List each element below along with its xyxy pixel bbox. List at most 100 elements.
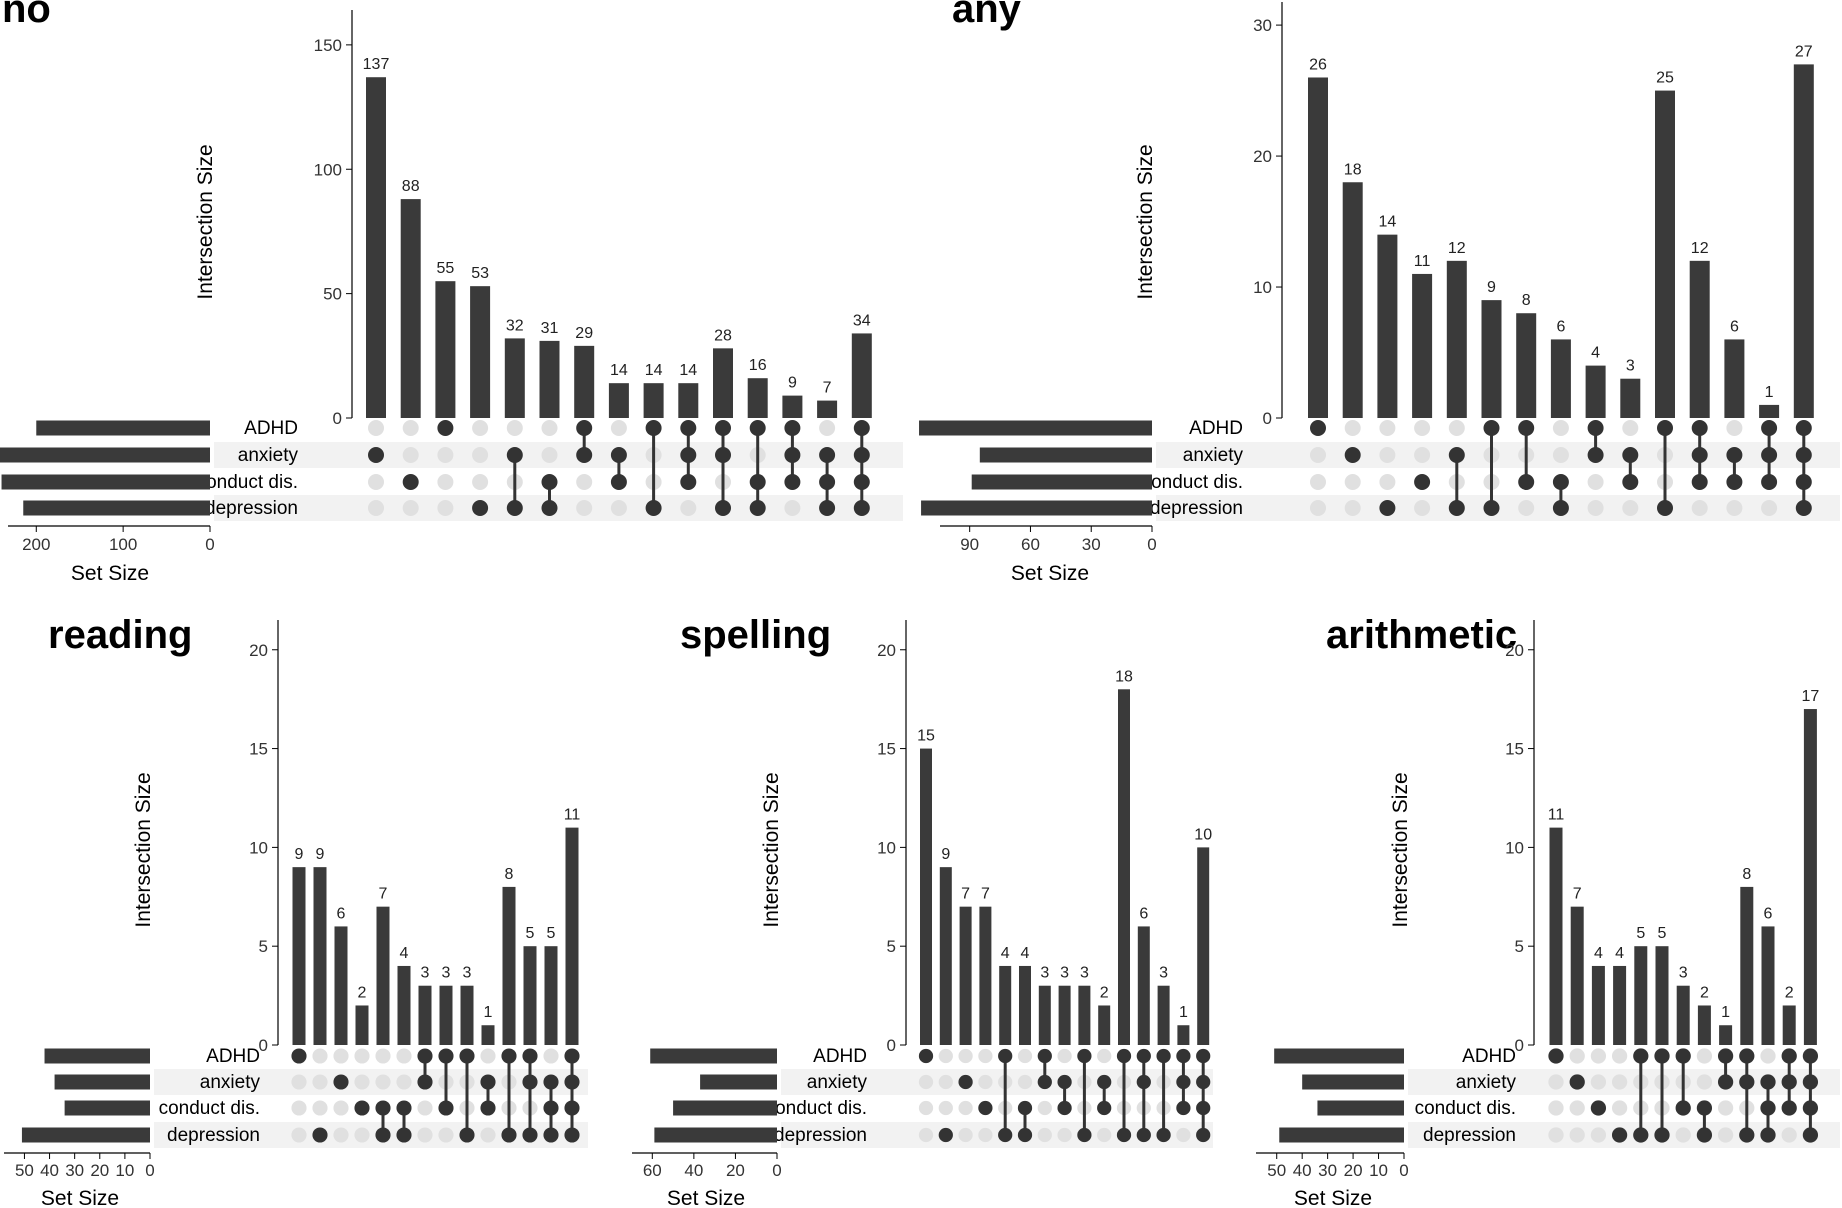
y-tick-label: 15 (1505, 740, 1524, 759)
y-axis-title: Intersection Size (1389, 772, 1412, 927)
intersection-bar (1549, 827, 1563, 1045)
y-tick-label: 5 (259, 937, 268, 956)
matrix-dot-empty (291, 1074, 307, 1090)
set-name-label: anxiety (807, 1072, 868, 1093)
matrix-dot-filled (998, 1127, 1013, 1143)
set-size-bar (1302, 1074, 1404, 1090)
y-tick-label: 20 (249, 641, 268, 660)
matrix-dot-filled (1097, 1074, 1112, 1090)
matrix-dot-filled (1057, 1100, 1072, 1116)
matrix-dot-filled (1483, 500, 1500, 516)
intersection-bar (470, 286, 491, 418)
bar-value-label: 4 (1615, 945, 1624, 962)
matrix-dot-filled (819, 474, 836, 490)
intersection-bar (713, 348, 733, 418)
intersection-bar (1177, 1025, 1190, 1045)
matrix-dot-filled (749, 474, 766, 490)
bar-value-label: 3 (421, 965, 430, 982)
set-name-label: conduct dis. (197, 472, 298, 493)
set-size-tick-label: 30 (1082, 535, 1101, 554)
matrix-dot-empty (437, 500, 454, 516)
set-size-bar (654, 1127, 777, 1143)
intersection-bar (1197, 847, 1210, 1045)
matrix-dot-filled (853, 420, 870, 436)
matrix-dot-empty (368, 420, 384, 436)
bar-value-label: 9 (1487, 279, 1496, 296)
matrix-dot-empty (958, 1100, 973, 1116)
matrix-dot-filled (1611, 1127, 1628, 1143)
matrix-dot-filled (375, 1127, 391, 1143)
bar-value-label: 12 (1448, 240, 1466, 257)
intersection-bar (1655, 946, 1669, 1045)
matrix-dot-empty (1552, 447, 1569, 463)
intersection-bar (1137, 926, 1150, 1045)
matrix-dot-empty (1037, 1127, 1052, 1143)
matrix-dot-filled (522, 1074, 538, 1090)
bar-value-label: 11 (564, 807, 581, 824)
matrix-dot-filled (645, 500, 662, 516)
matrix-dot-filled (1196, 1048, 1211, 1064)
setname-row-stripe (1156, 495, 1272, 521)
intersection-bar (292, 867, 306, 1045)
intersection-bar (1724, 339, 1745, 418)
set-name-label: conduct dis. (1415, 1098, 1516, 1119)
matrix-dot-empty (1761, 500, 1778, 516)
matrix-dot-filled (645, 420, 662, 436)
matrix-dot-empty (1379, 447, 1396, 463)
matrix-dot-empty (354, 1048, 370, 1064)
matrix-dot-filled (819, 447, 836, 463)
bar-value-label: 9 (316, 846, 325, 863)
intersection-bar (1570, 906, 1584, 1045)
matrix-dot-empty (576, 500, 593, 516)
matrix-dot-empty (402, 420, 419, 436)
matrix-dot-filled (501, 1048, 517, 1064)
intersection-bar (999, 965, 1012, 1045)
matrix-dot-filled (1552, 500, 1569, 516)
matrix-dot-filled (1633, 1127, 1649, 1143)
matrix-dot-filled (938, 1127, 953, 1143)
matrix-dot-filled (1726, 447, 1743, 463)
set-name-label: anxiety (1456, 1072, 1517, 1093)
matrix-dot-empty (1448, 420, 1465, 436)
set-size-tick-label: 10 (1369, 1161, 1388, 1180)
panel-title: any (952, 0, 1022, 31)
intersection-bar (1591, 965, 1605, 1045)
setname-row-stripe (214, 442, 342, 468)
matrix-dot-empty (1548, 1100, 1564, 1116)
matrix-dot-filled (564, 1048, 580, 1064)
matrix-dot-empty (1726, 420, 1743, 436)
intersection-bar (920, 748, 932, 1045)
bar-value-label: 6 (337, 905, 346, 922)
matrix-dot-empty (1097, 1048, 1112, 1064)
matrix-dot-empty (1518, 500, 1535, 516)
intersection-bar (643, 383, 664, 418)
matrix-dot-empty (1414, 420, 1431, 436)
matrix-dot-filled (438, 1048, 454, 1064)
matrix-dot-filled (564, 1100, 580, 1116)
intersection-bar (1412, 273, 1433, 418)
matrix-dot-empty (541, 420, 558, 436)
matrix-dot-empty (354, 1127, 370, 1143)
bar-value-label: 4 (1591, 345, 1600, 362)
matrix-dot-filled (576, 447, 593, 463)
matrix-dot-empty (312, 1100, 328, 1116)
bar-value-label: 1 (1721, 1004, 1730, 1021)
bar-value-label: 6 (1139, 905, 1148, 922)
matrix-dot-filled (1037, 1074, 1052, 1090)
matrix-dot-filled (459, 1127, 475, 1143)
bar-value-label: 5 (547, 925, 556, 942)
matrix-dot-empty (1590, 1127, 1607, 1143)
intersection-bar (523, 946, 537, 1045)
setname-row-stripe (1408, 1069, 1524, 1095)
intersection-bar (1782, 1005, 1796, 1045)
set-name-label: depression (205, 498, 298, 519)
set-size-bar (650, 1048, 777, 1064)
matrix-dot-empty (1726, 500, 1743, 516)
setname-row-stripe (1408, 1122, 1524, 1148)
bar-value-label: 6 (1730, 318, 1739, 335)
y-tick-label: 0 (1263, 409, 1272, 428)
matrix-dot-empty (402, 500, 419, 516)
intersection-bar (1761, 926, 1775, 1045)
matrix-dot-filled (610, 447, 627, 463)
matrix-dot-filled (1448, 500, 1465, 516)
